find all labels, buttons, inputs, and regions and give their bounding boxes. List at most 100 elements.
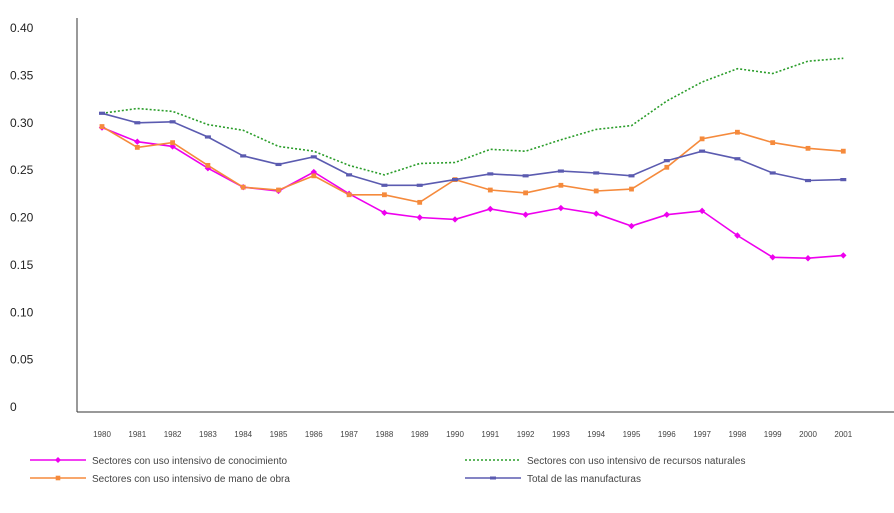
y-tick-label: 0.15 <box>10 258 34 272</box>
data-point <box>346 173 353 177</box>
x-tick-label: 1993 <box>552 430 570 439</box>
data-point <box>416 183 423 187</box>
x-tick-label: 1995 <box>623 430 641 439</box>
y-tick-label: 0.25 <box>10 163 34 177</box>
data-point <box>346 192 352 198</box>
data-point <box>734 157 741 161</box>
y-tick-label: 0.20 <box>10 211 34 225</box>
legend-marker <box>55 457 61 463</box>
data-point <box>593 171 600 175</box>
data-point <box>311 173 317 179</box>
data-point <box>205 162 211 168</box>
legend-label: Sectores con uso intensivo de conocimien… <box>92 456 288 467</box>
data-point <box>558 182 564 188</box>
x-tick-label: 1997 <box>693 430 711 439</box>
data-point <box>382 192 387 198</box>
x-tick-label: 1992 <box>517 430 535 439</box>
data-point <box>840 252 847 259</box>
data-point <box>699 136 705 142</box>
data-point <box>804 255 812 262</box>
data-point <box>381 183 388 187</box>
data-point <box>452 178 458 182</box>
data-point <box>629 186 634 192</box>
data-point <box>276 187 281 193</box>
x-tick-labels: 1980 1981 1982 1983 1984 1985 1986 1987 1988 1989… <box>93 430 853 439</box>
data-point <box>628 174 635 178</box>
data-point <box>169 120 176 124</box>
data-point <box>134 144 140 150</box>
y-tick-label: 0.10 <box>10 305 34 319</box>
data-point <box>416 214 423 221</box>
series-line <box>101 125 844 204</box>
data-point <box>134 138 141 145</box>
x-tick-label: 1980 <box>93 430 111 439</box>
data-point <box>664 164 670 170</box>
data-point <box>451 216 459 223</box>
data-point <box>381 209 388 216</box>
series-line <box>101 57 844 176</box>
data-point <box>840 178 847 182</box>
data-point <box>628 222 635 230</box>
data-point <box>134 121 141 125</box>
x-tick-label: 1983 <box>199 430 217 439</box>
data-point <box>523 190 528 196</box>
legend: Sectores con uso intensivo de conocimien… <box>30 456 745 485</box>
data-point <box>487 172 494 176</box>
data-point <box>522 174 529 178</box>
x-tick-label: 2000 <box>799 430 817 439</box>
data-point <box>805 178 811 183</box>
x-tick-label: 1989 <box>411 430 429 439</box>
x-tick-label: 1986 <box>305 430 323 439</box>
legend-marker <box>55 475 61 481</box>
legend-label: Total de las manufacturas <box>527 474 641 485</box>
y-tick-label: 0.40 <box>10 21 34 35</box>
y-tick-label: 0.35 <box>10 68 34 82</box>
series-lines <box>101 57 844 260</box>
x-tick-label: 1984 <box>234 430 252 439</box>
x-tick-label: 1996 <box>658 430 676 439</box>
x-tick-label: 1998 <box>729 430 747 439</box>
data-point <box>522 211 529 218</box>
x-tick-label: 1987 <box>340 430 358 439</box>
data-point <box>735 129 740 135</box>
x-tick-label: 1999 <box>764 430 782 439</box>
data-point <box>593 188 599 194</box>
x-tick-label: 1994 <box>587 430 605 439</box>
x-tick-label: 1982 <box>164 430 182 439</box>
x-tick-label: 1991 <box>481 430 499 439</box>
data-point <box>170 140 175 146</box>
axes <box>76 18 894 413</box>
data-point <box>557 169 564 173</box>
legend-label: Sectores con uso intensivo de mano de ob… <box>92 474 290 485</box>
data-point <box>698 207 706 215</box>
data-point <box>770 140 776 146</box>
data-point <box>840 148 846 154</box>
data-point <box>275 162 282 167</box>
data-point <box>99 111 105 115</box>
y-tick-label: 0 <box>10 400 17 414</box>
data-point <box>769 254 776 261</box>
data-point <box>734 232 741 239</box>
data-point <box>805 145 811 151</box>
data-point <box>240 154 247 158</box>
data-point <box>663 159 670 163</box>
y-tick-label: 0.05 <box>10 353 34 367</box>
legend-label: Sectores con uso intensivo de recursos n… <box>527 456 745 467</box>
data-point <box>557 204 565 212</box>
data-point <box>99 124 105 129</box>
data-point <box>310 155 317 159</box>
x-tick-label: 1985 <box>270 430 288 439</box>
data-point <box>769 171 776 175</box>
x-tick-label: 1988 <box>376 430 394 439</box>
data-point <box>417 199 423 205</box>
series-markers <box>98 111 847 262</box>
data-point <box>204 135 211 139</box>
y-tick-labels: 0 0.05 0.10 0.15 0.20 0.25 0.30 0.35 0.40 <box>10 21 34 414</box>
legend-marker <box>490 476 496 480</box>
y-tick-label: 0.30 <box>10 116 34 130</box>
x-tick-label: 1981 <box>128 430 146 439</box>
data-point <box>240 184 246 190</box>
data-point <box>699 149 706 153</box>
x-tick-label: 1990 <box>446 430 464 439</box>
